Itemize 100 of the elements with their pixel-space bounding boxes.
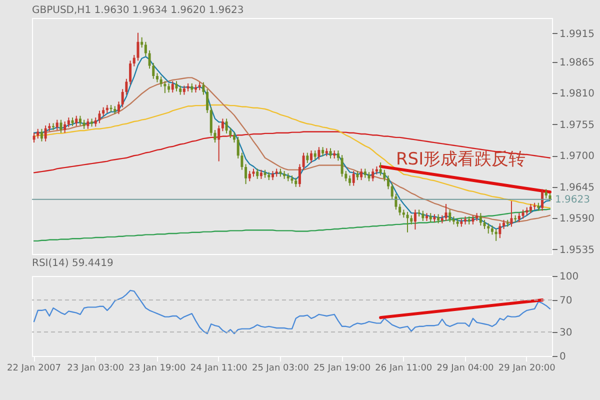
candlestick <box>248 170 251 182</box>
y-tick-label: 0 <box>560 352 566 362</box>
candlestick <box>175 80 178 92</box>
chart-title: GBPUSD,H1 1.9630 1.9634 1.9620 1.9623 <box>32 5 244 16</box>
candlestick <box>448 209 452 223</box>
candlestick <box>344 170 348 182</box>
candlestick <box>156 72 158 83</box>
candlestick <box>298 164 301 188</box>
candlestick <box>144 41 147 57</box>
candlestick <box>225 118 228 134</box>
candlestick <box>472 214 474 225</box>
candlestick <box>102 106 105 117</box>
candlestick <box>306 152 309 164</box>
candlestick <box>340 154 344 178</box>
candlestick <box>368 172 370 182</box>
candlestick <box>182 85 186 96</box>
candlestick <box>244 164 248 185</box>
candlestick <box>444 203 448 222</box>
candlestick <box>229 127 232 138</box>
candlestick <box>240 152 244 170</box>
candlestick <box>44 124 47 142</box>
candlestick <box>372 168 374 182</box>
candlestick <box>510 200 513 228</box>
candlestick <box>437 214 440 224</box>
candlestick <box>329 148 332 159</box>
candlestick <box>364 168 366 178</box>
candlestick <box>522 209 524 220</box>
candlestick <box>86 118 90 130</box>
x-tick-label: 23 Jan 19:00 <box>128 364 186 374</box>
candlestick <box>352 170 355 186</box>
y-tick-label: 1.9755 <box>560 120 594 131</box>
y-tick-label: 1.9645 <box>560 182 594 194</box>
candlestick <box>483 219 486 230</box>
candlestick <box>82 119 86 130</box>
candlestick <box>318 146 320 160</box>
x-tick-label: 22 Jan 2007 <box>7 364 61 374</box>
candlestick <box>429 212 432 223</box>
candlestick <box>136 32 140 62</box>
y-tick-label: 1.9590 <box>560 214 594 225</box>
candlestick <box>190 82 194 93</box>
candlestick <box>221 118 224 132</box>
candlestick <box>490 225 494 236</box>
annotation: RSI形成看跌反转 <box>396 150 526 170</box>
x-tick-label: 24 Jan 11:00 <box>190 364 248 374</box>
candlestick <box>214 130 216 144</box>
y-tick-label: 1.9535 <box>560 244 594 256</box>
candlestick <box>121 88 124 108</box>
candlestick <box>310 150 313 164</box>
candlestick <box>236 136 240 159</box>
x-tick-label: 25 Jan 03:00 <box>252 364 310 374</box>
y-tick-label: 1.9810 <box>560 88 594 100</box>
candlestick <box>168 82 170 93</box>
candlestick <box>152 62 155 80</box>
candlestick <box>348 175 352 186</box>
candlestick <box>479 212 482 226</box>
candlestick <box>56 119 58 131</box>
candlestick <box>32 132 36 144</box>
candlestick <box>67 117 70 128</box>
candlestick <box>336 150 340 162</box>
y-tick-label: 100 <box>560 272 579 282</box>
candlestick <box>206 88 209 114</box>
candlestick <box>179 85 182 96</box>
candlestick <box>314 150 316 160</box>
y-tick-label: 1.9915 <box>560 28 594 40</box>
candlestick <box>502 219 506 230</box>
candlestick <box>232 132 236 144</box>
candlestick <box>94 117 97 128</box>
candlestick <box>410 214 413 225</box>
candlestick <box>387 175 390 190</box>
y-tick-label: 30 <box>560 328 572 338</box>
candlestick <box>171 80 174 93</box>
y-tick-label: 1.9700 <box>560 151 594 162</box>
candlestick <box>398 203 402 216</box>
candlestick <box>256 168 259 180</box>
candlestick <box>40 128 43 142</box>
x-tick-label: 23 Jan 03:00 <box>67 364 124 374</box>
candlestick <box>148 50 151 70</box>
line-series <box>33 208 551 242</box>
candlestick <box>36 128 40 140</box>
candlestick <box>294 177 298 188</box>
candlestick <box>360 168 363 181</box>
candlestick <box>302 152 305 170</box>
candlestick <box>64 121 66 134</box>
candlestick <box>78 115 82 126</box>
candlestick <box>98 110 101 124</box>
candlestick <box>260 169 262 180</box>
y-tick-label: 70 <box>560 296 572 306</box>
candlestick <box>544 188 548 199</box>
candlestick <box>210 106 212 136</box>
candlestick <box>422 210 424 222</box>
x-tick-label: 29 Jan 20:00 <box>498 364 556 374</box>
candlestick <box>75 115 78 127</box>
candlestick <box>390 182 394 200</box>
ref-line-label: 1.9623 <box>555 194 590 206</box>
candlestick <box>487 222 490 234</box>
y-tick-label: 1.9865 <box>560 57 594 68</box>
candlestick <box>132 54 136 67</box>
x-tick-label: 29 Jan 04:00 <box>436 364 494 374</box>
candlestick <box>202 82 205 96</box>
chart-title: RSI(14) 59.4419 <box>32 258 114 269</box>
